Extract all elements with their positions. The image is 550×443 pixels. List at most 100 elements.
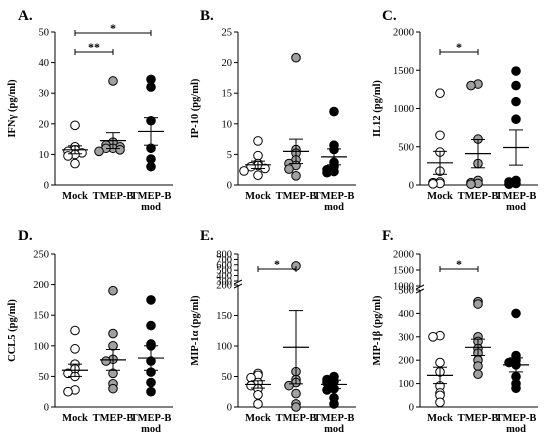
y-tick-label: 30	[39, 89, 50, 100]
panel-label: D.	[18, 228, 33, 244]
data-point	[253, 150, 263, 161]
chart-panel-1: A. IFNγ (pg/ml) 0 10 20 30 40 50 Mock TMEP-BTMEP-…	[7, 8, 173, 213]
data-point	[63, 151, 73, 161]
data-point	[253, 136, 263, 146]
data-point	[291, 171, 301, 181]
y-tick-label: 25	[222, 28, 233, 39]
data-point	[146, 320, 156, 331]
data-point	[473, 369, 483, 380]
chart-panel-5: E. MIP-1α (pg/ml) 0 50 100 150 200300400500600…	[190, 228, 356, 435]
data-point	[108, 76, 118, 86]
x-tick-label: TMEP-B	[93, 413, 134, 424]
panel-label: E.	[200, 228, 214, 244]
data-point	[146, 82, 156, 92]
data-point	[253, 170, 263, 181]
y-tick-label: 1000	[393, 104, 414, 115]
y-tick-label: 10	[39, 150, 50, 161]
data-point	[63, 386, 73, 397]
x-tick-label: TMEP-B mod	[131, 413, 172, 435]
data-point	[253, 390, 263, 400]
y-tick-label: 100	[398, 379, 414, 390]
chart-panel-3: C. IL12 (pg/ml) 0 500 1000 1500 2000 Mock TMEP-B…	[372, 8, 538, 213]
y-tick-label: 300	[398, 332, 414, 343]
data-point	[322, 385, 332, 395]
data-point	[466, 179, 476, 190]
y-tick-label: 5	[227, 150, 232, 161]
y-tick-label: 0	[227, 403, 232, 414]
x-tick-label: TMEP-B	[458, 191, 499, 202]
y-tick-label: 1000	[393, 282, 414, 293]
x-tick-label: TMEP-B	[93, 191, 134, 202]
data-point	[511, 80, 521, 91]
significance-label: *	[456, 40, 462, 54]
data-point	[146, 377, 156, 388]
y-tick-label: 2000	[393, 250, 414, 261]
data-point	[239, 166, 249, 176]
y-tick-label: 700	[216, 255, 232, 266]
panel-label: F.	[382, 228, 394, 244]
data-point	[466, 80, 476, 91]
y-tick-label: 200	[33, 280, 49, 291]
data-point	[291, 52, 301, 63]
panel-label: C.	[382, 8, 397, 24]
data-point	[428, 179, 438, 189]
data-point	[146, 386, 156, 397]
y-tick-label: 100	[216, 342, 232, 353]
data-point	[322, 167, 332, 178]
y-tick-label: 40	[39, 58, 50, 69]
y-axis-label: MIP-1β (pg/ml)	[372, 295, 383, 365]
data-point	[504, 179, 514, 190]
data-point	[284, 164, 294, 174]
data-point	[115, 145, 125, 155]
axis-break-mark	[233, 279, 243, 285]
data-point	[428, 332, 438, 342]
y-tick-label: 2000	[393, 28, 414, 39]
data-point	[329, 106, 339, 117]
y-tick-label: 500	[398, 142, 414, 153]
data-point	[473, 361, 483, 371]
y-tick-label: 50	[39, 372, 50, 383]
y-tick-label: 20	[39, 119, 50, 130]
x-tick-label: TMEP-B	[276, 191, 317, 202]
y-axis-label: IL12 (pg/ml)	[372, 80, 383, 137]
data-point	[108, 383, 118, 394]
x-tick-label: TMEP-B mod	[314, 191, 355, 213]
y-tick-label: 200	[398, 356, 414, 367]
data-point	[101, 356, 111, 366]
y-tick-label: 15	[222, 89, 233, 100]
data-point	[108, 341, 118, 351]
data-point	[253, 399, 263, 409]
data-point	[511, 66, 521, 76]
y-tick-label: 0	[409, 181, 414, 192]
data-point	[146, 161, 156, 172]
x-tick-label: Mock	[245, 413, 271, 424]
y-tick-label: 20	[222, 58, 233, 69]
x-tick-label: Mock	[245, 191, 271, 202]
data-point	[291, 402, 301, 412]
y-tick-label: 50	[222, 372, 233, 383]
data-point	[435, 130, 445, 141]
chart-panel-4: D. CCL5 (pg/ml) 0 50 100 150 200 250 Mock TMEP-BT…	[7, 228, 173, 435]
axis-break-mark	[415, 288, 425, 294]
significance-label: *	[274, 257, 280, 271]
y-tick-label: 100	[33, 341, 49, 352]
y-tick-label: 0	[227, 181, 232, 192]
x-tick-label: TMEP-B	[458, 413, 499, 424]
axis-break-mark	[233, 283, 243, 289]
data-point	[329, 399, 339, 409]
y-tick-label: 600	[216, 260, 232, 271]
x-tick-label: TMEP-B mod	[496, 413, 537, 435]
x-tick-label: TMEP-B mod	[131, 191, 172, 213]
data-point	[435, 357, 445, 368]
x-tick-label: Mock	[427, 191, 453, 202]
y-tick-label: 500	[216, 266, 232, 277]
x-tick-label: Mock	[427, 413, 453, 424]
y-tick-label: 400	[398, 309, 414, 320]
data-point	[511, 96, 521, 107]
y-axis-label: CCL5 (pg/ml)	[7, 299, 18, 362]
chart-panel-2: B. IP-10 (pg/ml) 0 5 10 15 20 25 Mock TMEP-BTMEP-…	[190, 8, 356, 213]
data-point	[473, 299, 483, 309]
data-point	[284, 380, 294, 391]
